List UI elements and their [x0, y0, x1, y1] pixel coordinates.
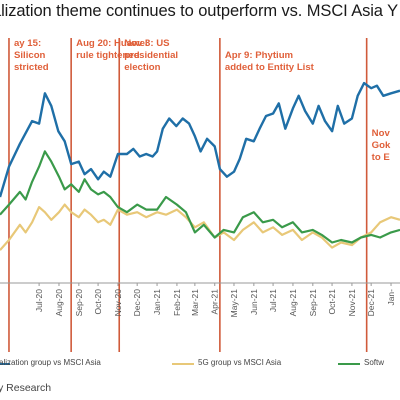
legend-swatch-green — [338, 363, 360, 365]
event-annotation-line: Nov — [372, 128, 391, 139]
event-annotation-line: rule tightened — [76, 50, 140, 61]
x-tick-label: Aug-21 — [288, 289, 298, 317]
x-tick-label: Feb-21 — [172, 289, 182, 316]
chart-title: alization theme continues to outperform … — [0, 2, 398, 20]
x-tick-label: Jan- — [386, 289, 396, 306]
event-annotation-line: presidential — [124, 50, 178, 61]
series-line-2 — [0, 150, 400, 244]
x-tick-label: Oct-21 — [327, 289, 337, 315]
x-tick-label: Sep-20 — [74, 289, 84, 317]
x-tick-label: Mar-21 — [190, 289, 200, 316]
x-axis-ticks: Jul-20 Aug-20 Sep-20 Oct-20 Nov-20 Dec-20 Jan-… — [34, 283, 396, 317]
event-annotation-line: added to Entity List — [225, 62, 315, 73]
event-annotation-line: Apr 9: Phytium — [225, 50, 293, 61]
x-tick-label: Jul-21 — [268, 289, 278, 312]
event-annotation-line: to E — [372, 152, 391, 163]
x-tick-label: May-21 — [229, 289, 239, 318]
event-annotation-line: Aug 20: Huawei — [76, 38, 147, 49]
event-annotation-line: Silicon — [14, 50, 46, 61]
event-annotation-line: Gok — [372, 140, 391, 151]
series-line-0 — [0, 81, 400, 198]
x-tick-label: Sep-21 — [308, 289, 318, 317]
chart-canvas: Jul-20 Aug-20 Sep-20 Oct-20 Nov-20 Dec-20 Jan-… — [0, 38, 400, 352]
event-annotation-line: election — [124, 62, 160, 73]
legend-swatch-blue — [0, 363, 10, 365]
series-line-1 — [0, 203, 400, 251]
event-lines — [8, 38, 368, 352]
legend-swatch-yellow — [172, 363, 194, 365]
x-tick-label: Nov-21 — [347, 289, 357, 317]
x-tick-label: Jan-21 — [152, 289, 162, 315]
event-annotation-line: stricted — [14, 62, 49, 73]
x-tick-label: Dec-21 — [366, 289, 376, 317]
chart-legend: alization group vs MSCI Asia 5G group vs… — [0, 355, 400, 371]
series-lines — [0, 81, 400, 251]
legend-label-yellow: 5G group vs MSCI Asia — [198, 358, 282, 367]
event-annotation-line: Nov 3: US — [124, 38, 170, 49]
x-tick-label: Oct-20 — [93, 289, 103, 315]
x-tick-label: Apr-21 — [210, 289, 220, 315]
x-tick-label: Jul-20 — [34, 289, 44, 312]
x-tick-label: Nov-20 — [113, 289, 123, 317]
source-note: y Research — [0, 382, 52, 394]
event-annotation-line: ay 15: — [14, 38, 41, 49]
x-tick-label: Jun-21 — [249, 289, 259, 315]
legend-label-blue: alization group vs MSCI Asia — [0, 358, 101, 367]
x-tick-label: Aug-20 — [54, 289, 64, 317]
x-tick-label: Dec-20 — [132, 289, 142, 317]
legend-label-green: Softw — [364, 358, 385, 367]
